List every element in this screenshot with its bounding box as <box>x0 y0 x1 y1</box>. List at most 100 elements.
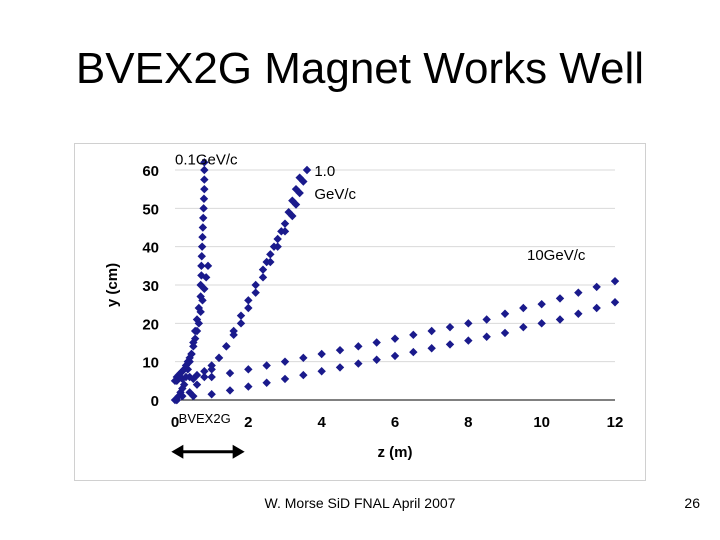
y-tick-label: 60 <box>142 163 159 180</box>
annotation-label: Ge​V/c <box>314 186 356 203</box>
data-point <box>192 315 202 324</box>
data-point <box>199 204 208 213</box>
data-point <box>200 284 209 294</box>
page-number: 26 <box>684 495 700 511</box>
arrowhead-left-icon <box>171 444 184 459</box>
data-point <box>574 309 583 318</box>
data-point <box>592 282 601 292</box>
data-point <box>197 252 206 261</box>
data-point <box>291 184 301 194</box>
y-tick-label: 40 <box>142 240 159 257</box>
x-tick-label: 2 <box>244 414 252 431</box>
data-point <box>236 311 246 320</box>
data-point <box>317 349 326 359</box>
data-point <box>302 165 312 175</box>
data-point <box>354 342 363 351</box>
data-point <box>390 351 400 361</box>
chart-frame: 0 10 20 30 40 50 60 0 2 4 6 8 10 12 z (m) y (cm) 0.1Ge​V… <box>74 143 646 481</box>
x-axis-label: z (m) <box>378 444 413 461</box>
data-point <box>200 367 209 376</box>
data-point <box>225 386 235 395</box>
data-point <box>200 158 209 167</box>
data-point <box>500 328 510 338</box>
data-point <box>196 280 205 290</box>
data-point <box>266 257 275 267</box>
data-point <box>251 280 260 290</box>
data-point <box>207 361 216 370</box>
data-point <box>273 242 282 251</box>
data-point <box>199 213 208 223</box>
data-point <box>225 368 235 378</box>
data-point <box>244 303 253 313</box>
data-point <box>262 361 271 370</box>
data-point <box>244 382 253 391</box>
footer-text: W. Morse SiD FNAL April 2007 <box>264 495 456 511</box>
x-tick-label: 10 <box>533 414 550 431</box>
data-point <box>409 330 418 340</box>
data-point <box>273 234 282 244</box>
data-point <box>192 380 202 389</box>
data-point <box>201 273 211 282</box>
data-point <box>445 340 455 349</box>
data-point <box>464 319 473 328</box>
y-tick-label: 20 <box>142 316 159 333</box>
data-point <box>198 223 208 232</box>
data-point <box>295 188 304 198</box>
data-point <box>187 349 196 359</box>
data-point <box>317 367 326 376</box>
data-point <box>244 296 253 305</box>
data-point <box>258 265 268 274</box>
data-point <box>482 315 491 324</box>
annotation-label: 1.0 <box>314 163 335 180</box>
data-point <box>291 200 301 209</box>
data-point <box>574 288 583 297</box>
data-point <box>592 303 601 313</box>
data-point <box>555 294 565 303</box>
data-point <box>500 309 510 318</box>
data-point <box>192 326 202 336</box>
data-point <box>537 299 546 309</box>
data-point <box>198 232 207 242</box>
annotation-label: 0.1Ge​V/c <box>175 151 238 168</box>
data-point <box>299 370 308 380</box>
data-point <box>390 334 400 343</box>
data-point <box>280 227 290 236</box>
data-point <box>335 345 345 355</box>
data-point <box>203 261 213 271</box>
data-point <box>222 342 231 351</box>
data-point <box>197 261 206 271</box>
x-tick-label: 6 <box>391 414 399 431</box>
data-point <box>262 378 271 387</box>
data-point <box>280 374 290 384</box>
data-point <box>288 211 297 221</box>
data-point <box>610 276 620 286</box>
data-point <box>229 330 238 340</box>
data-point <box>181 361 191 370</box>
data-point <box>280 219 290 228</box>
data-point <box>266 250 275 259</box>
data-point <box>519 303 528 313</box>
data-point <box>409 347 418 357</box>
data-point <box>214 353 224 363</box>
data-point <box>194 303 204 313</box>
arrowhead-right-icon <box>232 444 245 459</box>
data-point <box>207 372 216 382</box>
y-axis-label: y (cm) <box>104 263 121 307</box>
data-point <box>196 292 205 301</box>
data-point <box>190 334 200 343</box>
scatter-chart: 0 10 20 30 40 50 60 0 2 4 6 8 10 12 z (m) y (cm) 0.1Ge​V… <box>104 151 623 461</box>
data-point <box>194 319 204 328</box>
data-point <box>189 391 198 401</box>
data-point <box>280 357 290 366</box>
data-point <box>537 319 546 328</box>
annotation-label: BVEX2G <box>179 411 231 426</box>
data-point <box>200 184 209 194</box>
data-point <box>200 175 209 184</box>
data-point <box>251 288 260 297</box>
data-point <box>185 372 194 382</box>
data-point <box>299 353 308 363</box>
data-point <box>610 298 620 307</box>
slide-title: BVEX2G Magnet Works Well <box>75 44 645 93</box>
data-point <box>299 177 308 186</box>
data-point <box>200 372 209 382</box>
